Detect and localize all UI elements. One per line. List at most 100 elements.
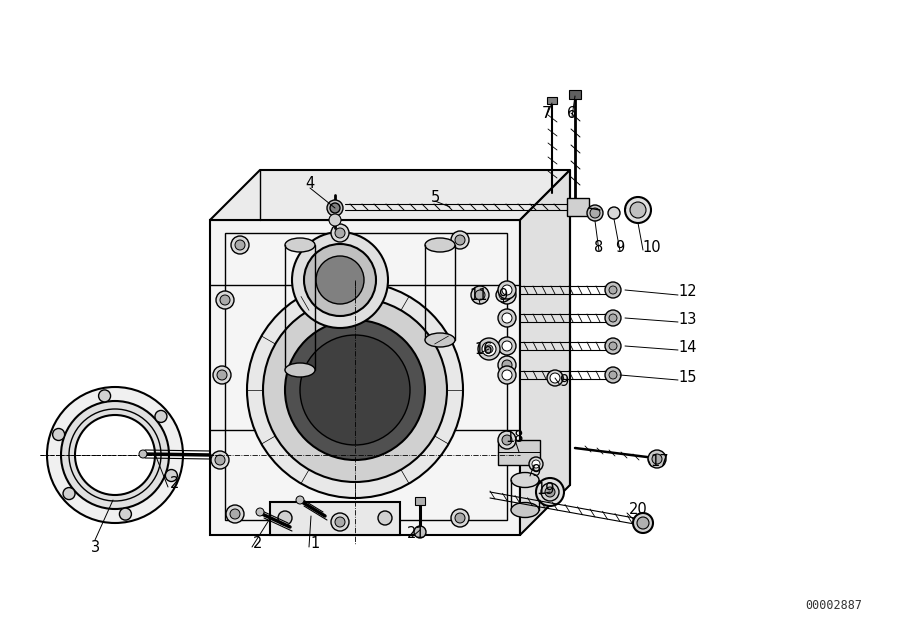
- Text: 13: 13: [679, 312, 698, 328]
- Bar: [567, 198, 589, 216]
- Circle shape: [278, 511, 292, 525]
- Circle shape: [120, 508, 131, 520]
- Text: 15: 15: [679, 370, 698, 385]
- Circle shape: [230, 509, 240, 519]
- Text: 9: 9: [560, 375, 569, 389]
- Polygon shape: [498, 440, 540, 465]
- Circle shape: [502, 435, 512, 445]
- Circle shape: [498, 366, 516, 384]
- Polygon shape: [210, 170, 570, 220]
- Circle shape: [547, 370, 563, 386]
- Circle shape: [75, 415, 155, 495]
- Circle shape: [609, 314, 617, 322]
- Circle shape: [529, 457, 543, 471]
- Polygon shape: [270, 502, 400, 535]
- Text: 16: 16: [475, 342, 493, 356]
- Circle shape: [296, 496, 304, 504]
- Circle shape: [637, 517, 649, 529]
- Circle shape: [498, 309, 516, 327]
- Circle shape: [52, 429, 65, 441]
- Circle shape: [455, 513, 465, 523]
- Circle shape: [285, 320, 425, 460]
- Circle shape: [485, 345, 493, 353]
- Circle shape: [502, 360, 512, 370]
- Circle shape: [502, 341, 512, 351]
- Circle shape: [211, 451, 229, 469]
- Circle shape: [498, 431, 516, 449]
- Circle shape: [213, 366, 231, 384]
- Circle shape: [532, 460, 540, 468]
- Circle shape: [475, 290, 485, 300]
- Circle shape: [226, 505, 244, 523]
- Circle shape: [502, 370, 512, 380]
- Text: 2: 2: [170, 476, 180, 490]
- Bar: [415, 497, 425, 505]
- Text: 00002887: 00002887: [805, 599, 862, 612]
- Circle shape: [155, 410, 167, 422]
- Circle shape: [496, 288, 510, 302]
- Circle shape: [605, 367, 621, 383]
- Circle shape: [139, 450, 147, 458]
- Circle shape: [502, 290, 512, 300]
- Circle shape: [498, 337, 516, 355]
- Text: 12: 12: [679, 284, 698, 300]
- Circle shape: [499, 291, 507, 299]
- Circle shape: [378, 511, 392, 525]
- Circle shape: [609, 342, 617, 350]
- Circle shape: [633, 513, 653, 533]
- Circle shape: [498, 356, 516, 374]
- Circle shape: [335, 517, 345, 527]
- Text: 3: 3: [90, 540, 100, 556]
- Circle shape: [498, 281, 516, 299]
- Circle shape: [609, 371, 617, 379]
- Circle shape: [247, 282, 463, 498]
- Circle shape: [231, 236, 249, 254]
- Circle shape: [217, 370, 227, 380]
- Circle shape: [263, 298, 447, 482]
- Ellipse shape: [511, 472, 539, 488]
- Circle shape: [304, 244, 376, 316]
- Circle shape: [550, 373, 560, 383]
- Circle shape: [536, 478, 564, 506]
- Circle shape: [451, 231, 469, 249]
- Circle shape: [498, 286, 516, 304]
- Circle shape: [99, 390, 111, 402]
- Circle shape: [292, 232, 388, 328]
- Circle shape: [630, 202, 646, 218]
- Circle shape: [300, 335, 410, 445]
- Circle shape: [605, 338, 621, 354]
- Circle shape: [220, 295, 230, 305]
- Circle shape: [625, 197, 651, 223]
- Circle shape: [482, 342, 496, 356]
- Ellipse shape: [425, 333, 455, 347]
- Text: 4: 4: [305, 175, 315, 190]
- Circle shape: [608, 207, 620, 219]
- Circle shape: [502, 313, 512, 323]
- Text: 9: 9: [616, 239, 625, 255]
- Circle shape: [451, 509, 469, 527]
- Circle shape: [605, 310, 621, 326]
- Text: 11: 11: [470, 288, 488, 302]
- Circle shape: [316, 256, 364, 304]
- Circle shape: [331, 224, 349, 242]
- Bar: [569, 90, 581, 99]
- Circle shape: [648, 450, 666, 468]
- Circle shape: [471, 286, 489, 304]
- Circle shape: [541, 483, 559, 501]
- Ellipse shape: [285, 238, 315, 252]
- Text: 1: 1: [310, 535, 320, 551]
- Ellipse shape: [511, 502, 539, 518]
- Text: 7: 7: [541, 105, 551, 121]
- Text: 18: 18: [506, 429, 524, 444]
- Circle shape: [235, 240, 245, 250]
- Circle shape: [331, 513, 349, 531]
- Circle shape: [61, 401, 169, 509]
- Circle shape: [335, 228, 345, 238]
- Circle shape: [605, 282, 621, 298]
- Circle shape: [216, 291, 234, 309]
- Ellipse shape: [285, 363, 315, 377]
- Circle shape: [63, 488, 75, 500]
- Text: 9: 9: [499, 288, 508, 302]
- Circle shape: [590, 208, 600, 218]
- Circle shape: [414, 526, 426, 538]
